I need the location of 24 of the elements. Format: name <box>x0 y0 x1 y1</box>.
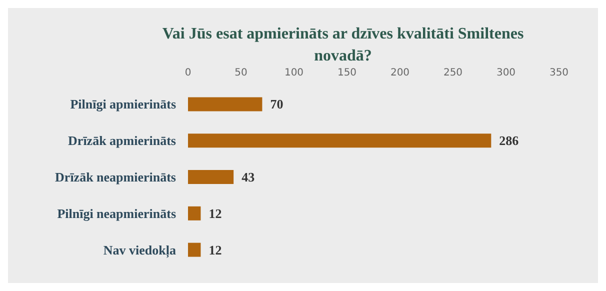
x-tick-label: 50 <box>234 68 248 78</box>
y-tick-label: Pilnīgi neapmierināts <box>57 206 176 221</box>
data-label: 12 <box>208 206 222 221</box>
data-label: 70 <box>270 96 284 112</box>
x-tick-label: 0 <box>184 68 192 78</box>
bar <box>188 242 201 257</box>
y-tick-label: Drīzāk apmierināts <box>68 133 176 148</box>
chart-title: Vai Jūs esat apmierināts ar dzīves kvalitāti Smiltenes novadā? <box>162 26 524 64</box>
x-tick-label: 200 <box>390 68 410 78</box>
data-label: 43 <box>242 170 256 184</box>
x-tick-label: 150 <box>337 68 357 78</box>
x-tick-label: 100 <box>284 68 304 78</box>
x-tick-label: 300 <box>496 68 516 78</box>
x-tick-label: 250 <box>443 68 463 78</box>
bar <box>188 134 492 148</box>
y-tick-label: Pilnīgi apmierināts <box>70 96 176 112</box>
data-label: 286 <box>499 133 520 148</box>
data-label: 12 <box>208 242 222 258</box>
bar <box>188 97 262 112</box>
bar <box>188 206 201 220</box>
y-tick-label: Drīzāk neapmierināts <box>55 170 176 184</box>
x-tick-label: 350 <box>549 68 569 78</box>
bar <box>188 170 234 184</box>
y-tick-label: Nav viedokļa <box>103 242 176 258</box>
